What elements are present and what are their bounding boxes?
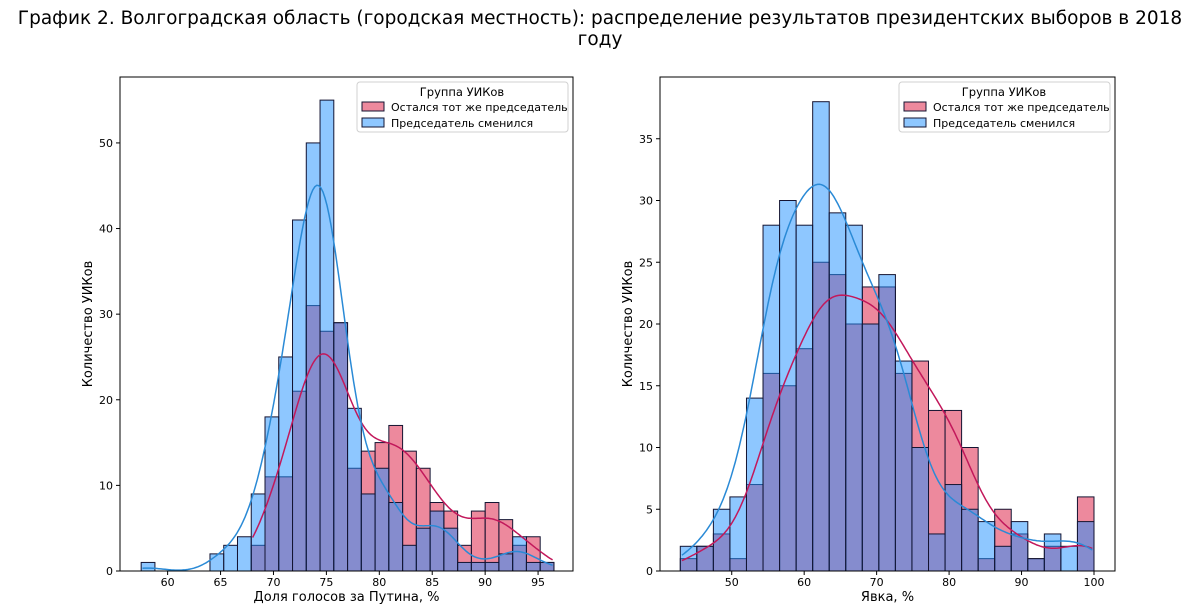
bar-changed (140, 561, 156, 572)
bar-changed (812, 101, 830, 572)
legend-swatch-kept (361, 101, 385, 112)
bar-changed (828, 212, 847, 572)
bar-changed (961, 508, 979, 572)
chart-2: 50 60 70 80 90 100 0 5 10 15 20 25 30 35 Явка, % Количе… (621, 76, 1116, 605)
y-tick-label: 0 (106, 565, 113, 578)
x-tick-label: 95 (531, 576, 545, 589)
x-tick-label: 80 (372, 576, 386, 589)
y-tick-label: 0 (646, 565, 653, 578)
bar-changed (470, 561, 486, 572)
y-tick-label: 10 (639, 442, 653, 455)
bar-changed (319, 99, 335, 572)
x-tick-label: 50 (725, 576, 739, 589)
y-axis-label: Количество УИКов (621, 261, 636, 388)
legend-box (356, 81, 569, 133)
bar-changed (729, 496, 747, 572)
y-tick-label: 35 (639, 133, 653, 146)
x-axis-label: Доля голосов за Путина, % (254, 590, 440, 605)
bar-changed (1010, 521, 1029, 572)
legend-title: Группа УИКов (420, 85, 505, 99)
y-tick-label: 20 (99, 394, 113, 407)
bar-kept (484, 502, 500, 572)
bar-changed (928, 533, 946, 572)
x-tick-label: 70 (266, 576, 280, 589)
bar-changed (347, 407, 362, 572)
bar-changed (429, 510, 445, 572)
legend-label-changed: Председатель сменился (933, 117, 1075, 130)
y-tick-label: 30 (99, 308, 113, 321)
x-tick-label: 70 (870, 576, 884, 589)
x-tick-label: 75 (319, 576, 333, 589)
x-tick-label: 90 (478, 576, 492, 589)
legend-swatch-kept (903, 101, 927, 112)
y-tick-label: 15 (639, 380, 653, 393)
bar-changed (944, 484, 963, 572)
legend-box (898, 81, 1111, 133)
axes-frame (119, 76, 574, 572)
x-tick-label: 100 (1083, 576, 1104, 589)
kde-line-changed (142, 184, 553, 571)
bar-changed (911, 447, 930, 572)
bar-changed (795, 224, 814, 572)
x-tick-label: 60 (797, 576, 811, 589)
bar-changed (762, 224, 781, 572)
x-tick-label: 90 (1015, 576, 1029, 589)
figure-title: График 2. Волгоградская область (городск… (17, 8, 1183, 50)
y-tick-label: 40 (99, 223, 113, 236)
bar-changed (415, 527, 431, 572)
bar-changed (845, 224, 863, 572)
x-axis-label: Явка, % (861, 590, 914, 605)
y-tick-label: 25 (639, 256, 653, 269)
y-tick-label: 30 (639, 195, 653, 208)
y-tick-label: 5 (646, 503, 653, 516)
bar-changed (457, 561, 472, 572)
bar-changed (977, 521, 996, 572)
bar-changed (360, 493, 376, 572)
bar-changed (1027, 558, 1045, 572)
x-tick-label: 80 (942, 576, 956, 589)
bar-changed (712, 508, 731, 572)
bar-changed (498, 553, 514, 572)
legend: Группа УИКов Остался тот же председатель П… (356, 81, 569, 133)
bar-changed (994, 545, 1012, 572)
legend-title: Группа УИКов (962, 85, 1047, 99)
bar-changed (484, 561, 500, 572)
x-tick-label: 60 (161, 576, 175, 589)
legend-swatch-changed (903, 117, 927, 128)
chart-1: 60 65 70 75 80 85 90 95 0 10 20 30 40 50 Доля голосов … (81, 76, 574, 605)
y-axis-label: Количество УИКов (81, 261, 96, 388)
bar-changed (512, 536, 527, 572)
legend: Группа УИКов Остался тот же председатель П… (898, 81, 1111, 133)
y-tick-label: 50 (99, 137, 113, 150)
legend-swatch-changed (361, 117, 385, 128)
y-tick-label: 20 (639, 318, 653, 331)
bar-changed (779, 200, 797, 572)
bar-changed (696, 545, 714, 572)
bar-changed (209, 553, 225, 572)
y-tick-label: 10 (99, 479, 113, 492)
bar-changed (861, 323, 880, 572)
legend-label-kept: Остался тот же председатель (933, 101, 1110, 114)
legend-label-kept: Остался тот же председатель (391, 101, 568, 114)
bar-changed (333, 322, 349, 572)
kde-line-kept (251, 353, 553, 561)
bar-changed (878, 274, 896, 572)
bar-changed (1043, 533, 1062, 572)
bar-changed (1060, 545, 1078, 572)
legend-label-changed: Председатель сменился (391, 117, 533, 130)
bar-changed (223, 544, 238, 572)
bar-changed (250, 493, 266, 572)
bar-changed (525, 561, 541, 572)
kde-line-changed (681, 183, 1093, 556)
bar-changed (236, 536, 252, 572)
x-tick-label: 65 (214, 576, 228, 589)
x-tick-label: 85 (425, 576, 439, 589)
bar-changed (402, 544, 417, 572)
